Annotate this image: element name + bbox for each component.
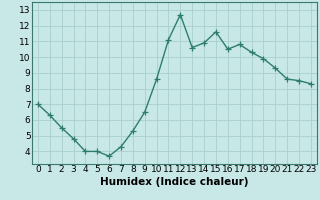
X-axis label: Humidex (Indice chaleur): Humidex (Indice chaleur) — [100, 177, 249, 187]
